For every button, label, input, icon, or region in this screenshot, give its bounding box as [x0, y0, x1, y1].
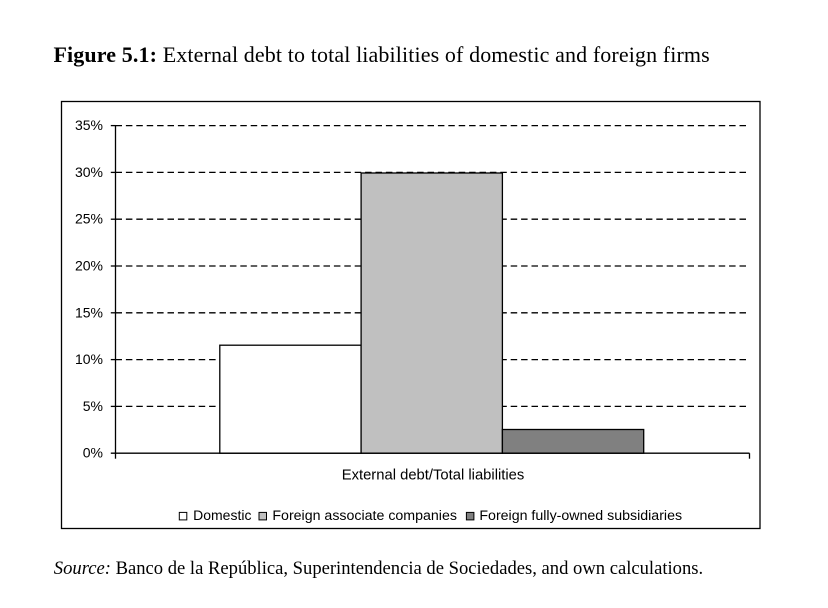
svg-text:Foreign associate companies: Foreign associate companies — [272, 508, 457, 524]
svg-text:0%: 0% — [83, 445, 103, 461]
svg-text:15%: 15% — [75, 304, 103, 320]
svg-text:External debt/Total liabilitie: External debt/Total liabilities — [342, 467, 525, 483]
svg-text:35%: 35% — [75, 117, 103, 133]
svg-text:30%: 30% — [75, 164, 103, 180]
svg-text:5%: 5% — [83, 398, 103, 414]
svg-text:10%: 10% — [75, 351, 103, 367]
svg-text:Domestic: Domestic — [193, 507, 251, 523]
svg-text:Foreign fully-owned subsidiari: Foreign fully-owned subsidiaries — [479, 508, 682, 524]
svg-text:25%: 25% — [75, 211, 103, 227]
svg-text:20%: 20% — [75, 258, 103, 274]
